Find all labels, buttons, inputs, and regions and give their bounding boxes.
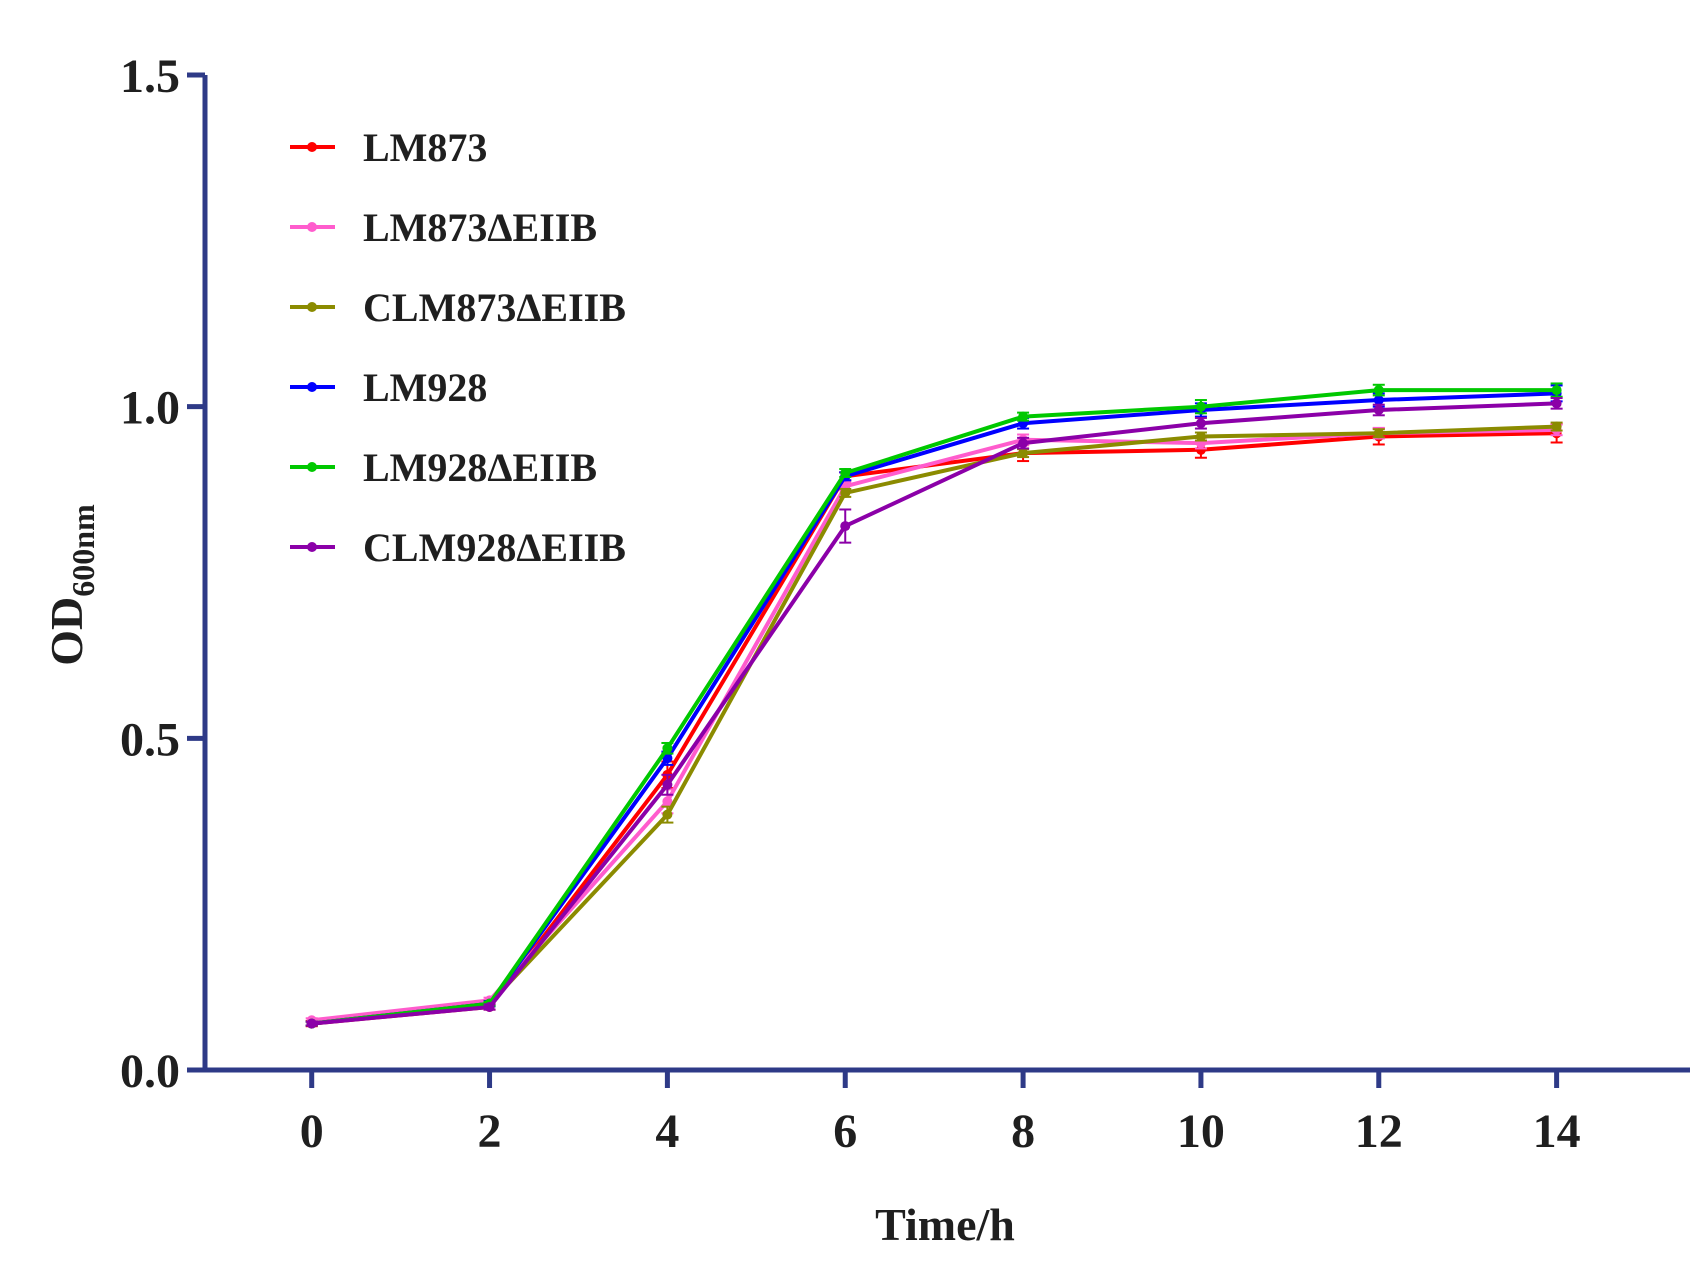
data-point bbox=[1373, 385, 1384, 396]
data-point bbox=[840, 468, 851, 478]
data-point bbox=[1018, 438, 1029, 449]
data-point bbox=[1373, 428, 1384, 439]
series-line bbox=[311, 427, 1557, 1023]
legend-label: LM928 bbox=[363, 365, 487, 410]
data-point bbox=[840, 521, 851, 532]
data-point bbox=[662, 743, 673, 754]
legend-item: LM928 bbox=[290, 365, 487, 410]
data-point bbox=[1195, 401, 1206, 412]
legend-item: CLM928ΔEIIB bbox=[290, 525, 626, 570]
x-tick-label: 8 bbox=[1011, 1105, 1035, 1158]
legend-swatch-marker bbox=[307, 222, 317, 232]
y-tick-label: 0.5 bbox=[120, 713, 180, 766]
data-point bbox=[662, 779, 673, 790]
data-point bbox=[662, 796, 673, 807]
series-line bbox=[311, 388, 1557, 1026]
series-CLM928ΔEIIB bbox=[305, 397, 1563, 1029]
data-point bbox=[662, 809, 673, 820]
legend-label: CLM928ΔEIIB bbox=[363, 525, 626, 570]
series-LM873 bbox=[305, 422, 1563, 1029]
legend-swatch-marker bbox=[307, 382, 317, 392]
legend-label: LM873 bbox=[363, 125, 487, 170]
axes: 0.0 0.5 1.0 1.5 0 2 4 6 8 10 12 14 bbox=[120, 50, 1690, 1158]
data-point bbox=[484, 1001, 495, 1012]
series-layer bbox=[305, 382, 1563, 1029]
legend-label: CLM873ΔEIIB bbox=[363, 285, 626, 330]
series-line bbox=[311, 431, 1557, 1026]
y-axis-title-main: OD bbox=[41, 597, 92, 666]
y-tick-label: 1.0 bbox=[120, 382, 180, 435]
data-point bbox=[1018, 448, 1029, 459]
y-axis-title-subscript: 600nm bbox=[65, 504, 101, 597]
series-line bbox=[311, 401, 1557, 1026]
legend-item: LM928ΔEIIB bbox=[290, 445, 597, 490]
x-tick-label: 12 bbox=[1355, 1105, 1403, 1158]
legend-item: LM873ΔEIIB bbox=[290, 205, 597, 250]
y-tick-label: 0.0 bbox=[120, 1045, 180, 1098]
legend-swatch-marker bbox=[307, 142, 317, 152]
legend-item: LM873 bbox=[290, 125, 487, 170]
legend-label: LM873ΔEIIB bbox=[363, 205, 597, 250]
x-tick-label: 2 bbox=[478, 1105, 502, 1158]
data-point bbox=[1195, 431, 1206, 442]
legend-label: LM928ΔEIIB bbox=[363, 445, 597, 490]
legend-swatch-marker bbox=[307, 542, 317, 552]
data-point bbox=[1551, 421, 1562, 432]
data-point bbox=[1195, 418, 1206, 429]
data-point bbox=[1373, 404, 1384, 415]
data-point bbox=[1373, 395, 1384, 406]
legend-swatch-marker bbox=[307, 462, 317, 472]
y-tick-label: 1.5 bbox=[120, 50, 180, 103]
x-tick-label: 10 bbox=[1177, 1105, 1225, 1158]
legend-swatch-marker bbox=[307, 302, 317, 312]
x-tick-label: 14 bbox=[1533, 1105, 1581, 1158]
legend-item: CLM873ΔEIIB bbox=[290, 285, 626, 330]
x-tick-label: 4 bbox=[655, 1105, 679, 1158]
data-point bbox=[306, 1018, 317, 1029]
x-tick-label: 0 bbox=[300, 1105, 324, 1158]
series-LM873ΔEIIB bbox=[305, 423, 1563, 1026]
data-point bbox=[840, 487, 851, 498]
data-point bbox=[1018, 411, 1029, 422]
x-tick-label: 6 bbox=[833, 1105, 857, 1158]
x-axis-title: Time/h bbox=[875, 1199, 1015, 1250]
data-point bbox=[662, 753, 673, 764]
data-point bbox=[1551, 398, 1562, 409]
y-axis-title: OD600nm bbox=[41, 504, 101, 666]
legend: LM873 LM873ΔEIIB CLM873ΔEIIB LM928 LM928ΔEII… bbox=[290, 125, 626, 570]
series-CLM873ΔEIIB bbox=[305, 421, 1563, 1029]
data-point bbox=[1551, 385, 1562, 396]
series-line bbox=[311, 424, 1557, 1026]
